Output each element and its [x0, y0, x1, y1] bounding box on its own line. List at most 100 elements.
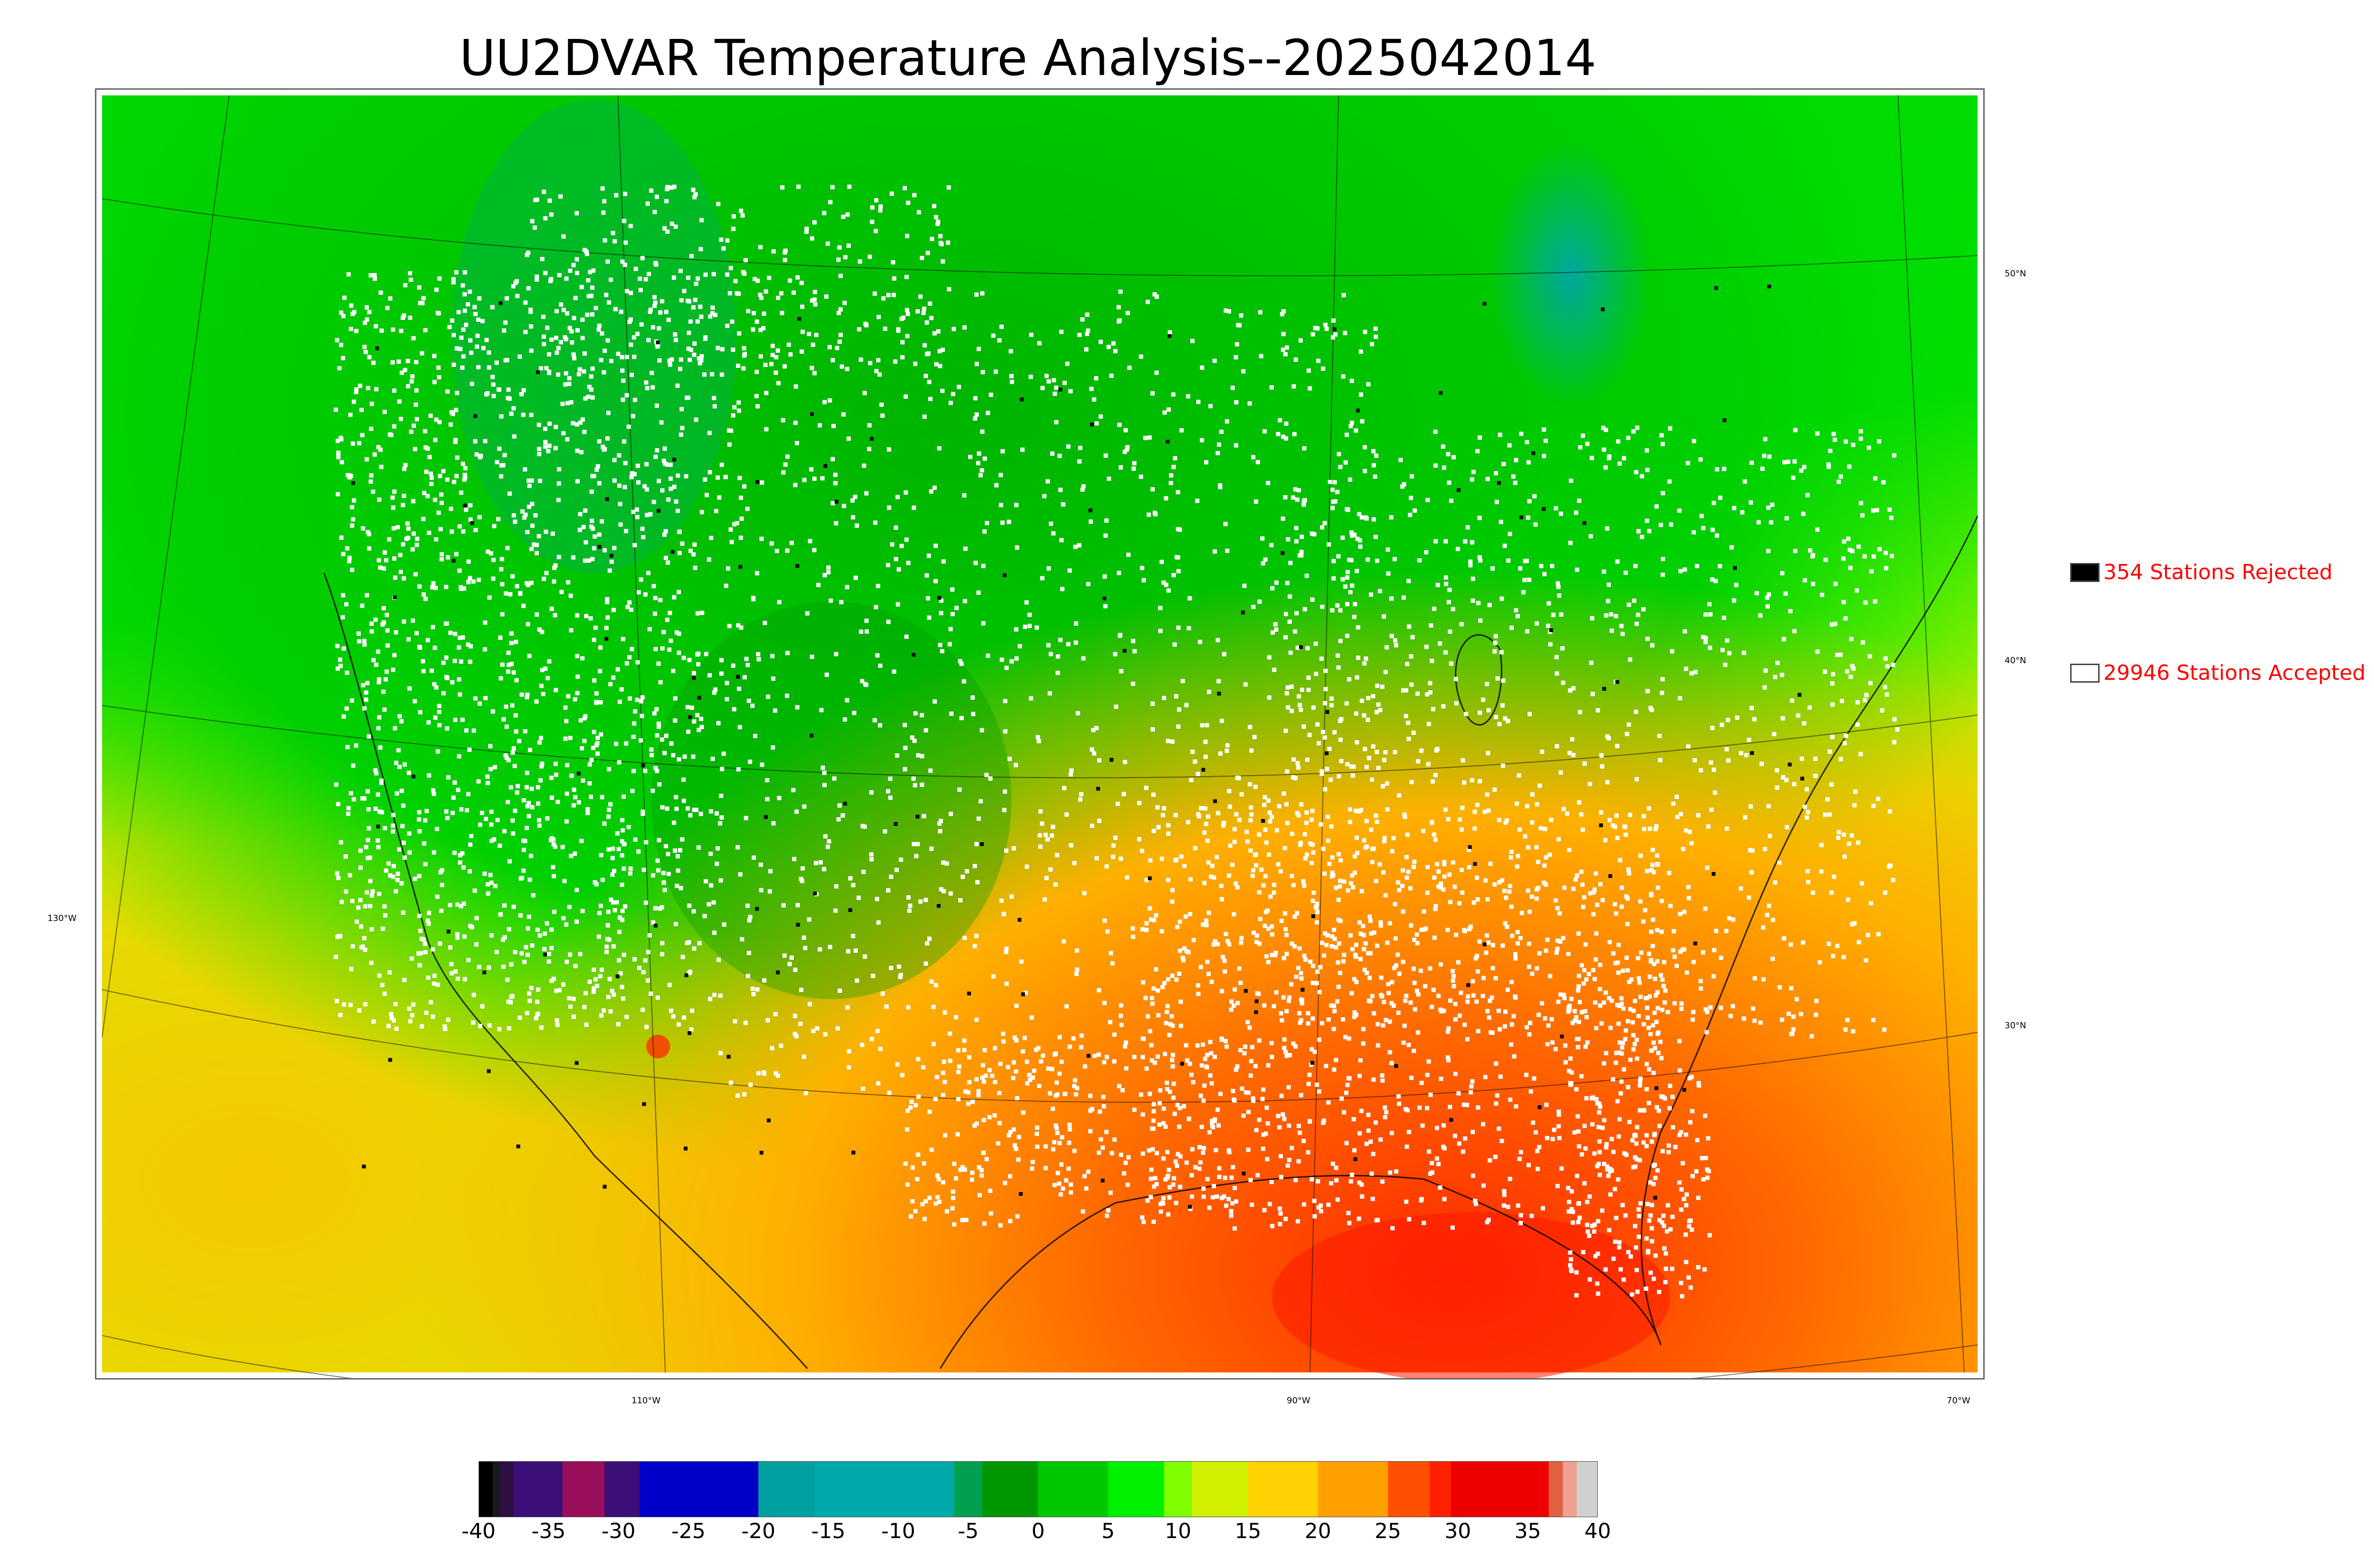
station-accepted-marker [1079, 792, 1083, 797]
station-accepted-marker [1234, 443, 1238, 448]
station-accepted-marker [886, 620, 891, 624]
station-accepted-marker [368, 273, 373, 278]
station-accepted-marker [506, 650, 511, 655]
station-accepted-marker [860, 1042, 865, 1047]
station-accepted-marker [436, 365, 441, 370]
station-accepted-marker [1176, 569, 1181, 573]
station-accepted-marker [1815, 527, 1820, 532]
station-accepted-marker [1389, 1131, 1394, 1136]
station-accepted-marker [1267, 810, 1272, 815]
station-accepted-marker [1623, 1213, 1628, 1218]
station-accepted-marker [1204, 460, 1208, 465]
station-accepted-marker [1234, 342, 1239, 347]
station-accepted-marker [1348, 477, 1353, 482]
station-accepted-marker [1306, 1150, 1310, 1155]
station-accepted-marker [1408, 886, 1413, 891]
station-accepted-marker [814, 861, 819, 865]
station-accepted-marker [650, 385, 655, 390]
station-accepted-marker [1557, 1136, 1562, 1140]
station-accepted-marker [396, 525, 400, 530]
station-accepted-marker [685, 704, 690, 709]
station-accepted-marker [1417, 558, 1422, 563]
station-accepted-marker [606, 995, 611, 999]
station-accepted-marker [1637, 976, 1641, 981]
station-accepted-marker [1310, 597, 1315, 602]
station-accepted-marker [1584, 1015, 1589, 1020]
station-accepted-marker [411, 336, 416, 340]
station-accepted-marker [1623, 1037, 1628, 1042]
station-accepted-marker [1382, 839, 1387, 844]
station-accepted-marker [1283, 352, 1288, 357]
station-accepted-marker [1887, 809, 1892, 814]
station-accepted-marker [552, 910, 556, 914]
station-accepted-marker [972, 1123, 977, 1128]
station-accepted-marker [614, 742, 619, 746]
station-accepted-marker [537, 447, 542, 451]
station-accepted-marker [1569, 1207, 1574, 1211]
station-accepted-marker [1850, 664, 1855, 668]
station-accepted-marker [1137, 801, 1141, 806]
station-accepted-marker [847, 184, 852, 189]
station-accepted-marker [1084, 1186, 1089, 1191]
station-accepted-marker [1174, 977, 1179, 982]
station-accepted-marker [899, 544, 904, 548]
station-accepted-marker [456, 788, 461, 792]
station-accepted-marker [529, 547, 534, 552]
station-accepted-marker [669, 741, 674, 746]
station-accepted-marker [584, 252, 589, 256]
station-accepted-marker [1436, 869, 1441, 874]
station-accepted-marker [599, 853, 603, 857]
station-accepted-marker [1538, 826, 1543, 831]
station-accepted-marker [1058, 488, 1063, 492]
station-accepted-marker [1579, 1074, 1584, 1079]
station-accepted-marker [733, 279, 738, 283]
station-accepted-marker [1756, 520, 1761, 525]
station-accepted-marker [1313, 326, 1318, 330]
station-accepted-marker [1190, 750, 1195, 754]
station-accepted-marker [1197, 1166, 1202, 1171]
station-rejected-marker [810, 733, 814, 738]
station-accepted-marker [913, 783, 917, 788]
station-accepted-marker [1555, 581, 1560, 586]
station-accepted-marker [974, 934, 979, 939]
station-accepted-marker [1588, 781, 1592, 786]
station-accepted-marker [956, 1048, 961, 1052]
station-accepted-marker [847, 1065, 851, 1070]
station-accepted-marker [1047, 691, 1052, 696]
station-accepted-marker [974, 842, 979, 846]
station-accepted-marker [716, 346, 720, 350]
station-accepted-marker [1170, 1052, 1175, 1057]
station-accepted-marker [1328, 777, 1333, 782]
station-accepted-marker [1291, 384, 1296, 389]
station-accepted-marker [1225, 743, 1230, 748]
station-accepted-marker [1486, 708, 1491, 713]
station-accepted-marker [1050, 1067, 1055, 1071]
station-accepted-marker [748, 1082, 753, 1087]
temperature-map[interactable] [95, 88, 1985, 1380]
station-accepted-marker [1732, 506, 1736, 510]
station-accepted-marker [1582, 968, 1587, 973]
station-accepted-marker [1441, 1008, 1446, 1013]
station-accepted-marker [575, 422, 579, 427]
station-accepted-marker [1513, 952, 1517, 957]
station-accepted-marker [1249, 812, 1254, 817]
station-accepted-marker [616, 847, 621, 852]
station-accepted-marker [1679, 1207, 1684, 1212]
station-accepted-marker [1765, 912, 1770, 917]
station-accepted-marker [1311, 705, 1316, 710]
station-accepted-marker [415, 543, 419, 547]
station-accepted-marker [388, 296, 393, 301]
station-accepted-marker [1290, 941, 1294, 946]
station-accepted-marker [1655, 1168, 1660, 1173]
station-accepted-marker [1215, 638, 1220, 642]
station-accepted-marker [1544, 1102, 1549, 1107]
station-accepted-marker [462, 901, 466, 906]
station-accepted-marker [628, 696, 632, 701]
station-accepted-marker [1052, 1140, 1056, 1145]
station-accepted-marker [1851, 442, 1856, 447]
station-accepted-marker [400, 824, 405, 828]
station-accepted-marker [510, 994, 515, 998]
station-accepted-marker [1375, 710, 1379, 714]
station-accepted-marker [1392, 966, 1397, 970]
station-accepted-marker [736, 408, 741, 413]
